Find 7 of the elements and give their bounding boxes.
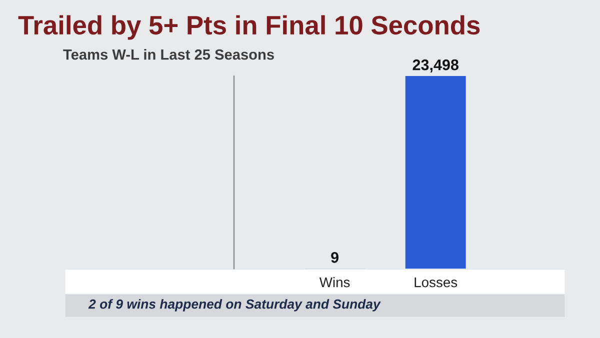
data-label: 9 [331,252,338,263]
x-tick-label: Losses [414,278,458,288]
chart-title: Trailed by 5+ Pts in Final 10 Seconds [18,15,480,40]
text: 2 of 9 wins happened on Saturday and Sunday [88,299,381,312]
data-label: 23,498 [412,59,458,72]
x-tick-label: Wins [319,277,350,288]
chart-subtitle: Teams W-L in Last 25 Seasons [63,49,274,60]
